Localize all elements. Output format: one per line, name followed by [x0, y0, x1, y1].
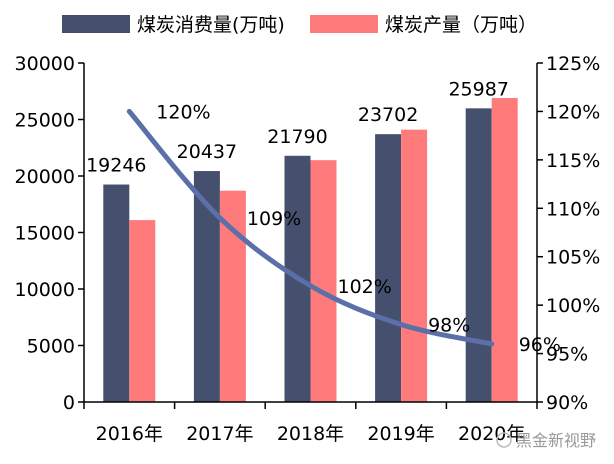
production-bar: [219, 190, 246, 402]
consumption-bar: [375, 134, 402, 402]
x-tick-label: 2018年: [277, 423, 344, 445]
ratio-data-label: 102%: [338, 276, 392, 298]
right-tick-label: 110%: [546, 198, 600, 220]
consumption-bar: [193, 171, 220, 402]
right-tick-label: 120%: [546, 101, 600, 123]
left-tick-label: 10000: [15, 279, 75, 301]
watermark: 黑金新视野: [516, 431, 596, 450]
left-tick-label: 30000: [15, 53, 75, 75]
right-tick-label: 90%: [546, 392, 588, 414]
right-tick-label: 125%: [546, 53, 600, 75]
consumption-bar: [465, 108, 492, 403]
right-tick-label: 100%: [546, 295, 600, 317]
legend-label-production: 煤炭产量（万吨）: [385, 14, 537, 36]
left-tick-label: 20000: [15, 166, 75, 188]
x-tick-label: 2016年: [96, 423, 163, 445]
legend-swatch-production: [310, 15, 378, 33]
left-tick-label: 25000: [15, 110, 75, 132]
production-bar: [310, 160, 337, 402]
left-tick-label: 0: [63, 392, 75, 414]
ratio-data-label: 109%: [247, 208, 301, 230]
x-tick-label: 2020年: [458, 423, 525, 445]
legend-swatch-consumption: [62, 15, 130, 33]
wechat-icon: [496, 432, 512, 448]
x-tick-label: 2017年: [186, 423, 253, 445]
consumption-data-label: 23702: [358, 104, 418, 126]
production-bar: [401, 129, 428, 403]
production-bar: [129, 220, 156, 402]
production-bar: [491, 98, 518, 402]
x-tick-label: 2019年: [367, 423, 434, 445]
right-tick-label: 95%: [546, 344, 588, 366]
consumption-data-label: 21790: [267, 126, 327, 148]
ratio-data-label: 98%: [428, 315, 470, 337]
consumption-bar: [103, 184, 130, 402]
legend-label-consumption: 煤炭消费量(万吨): [137, 14, 285, 36]
right-tick-label: 115%: [546, 150, 600, 172]
consumption-data-label: 20437: [177, 141, 237, 163]
ratio-data-label: 120%: [156, 101, 210, 123]
right-tick-label: 105%: [546, 247, 600, 269]
consumption-data-label: 25987: [448, 78, 508, 100]
consumption-data-label: 19246: [86, 155, 146, 177]
ratio-data-label: 96%: [519, 334, 561, 356]
left-tick-label: 5000: [27, 336, 75, 358]
left-tick-label: 15000: [15, 223, 75, 245]
ratio-line: [126, 108, 495, 347]
